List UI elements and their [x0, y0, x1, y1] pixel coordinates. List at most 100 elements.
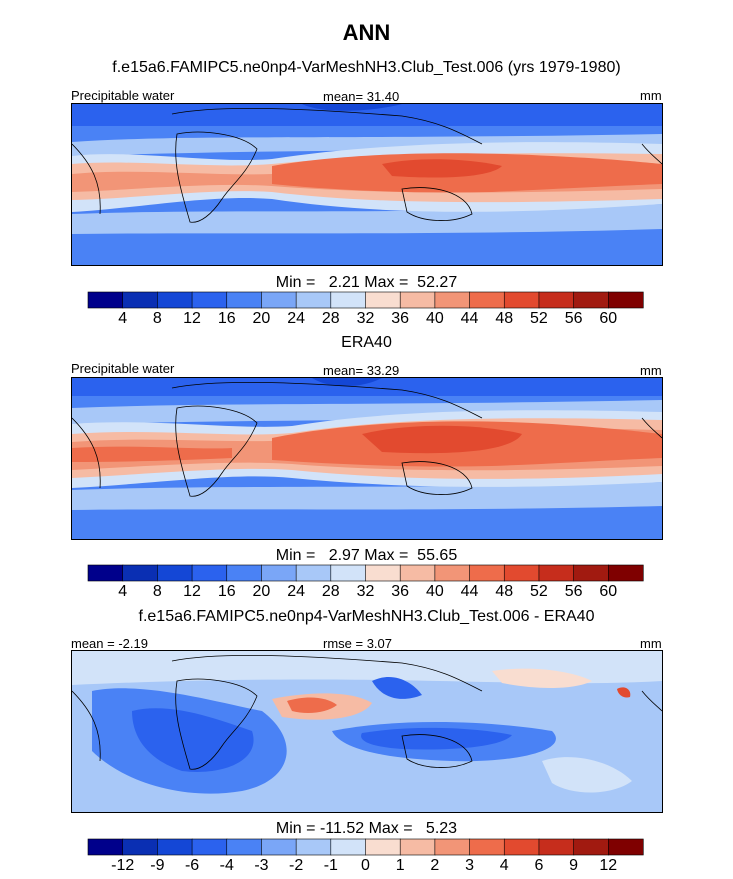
colorbar-segment	[469, 291, 505, 309]
colorbar-segment	[365, 291, 401, 309]
colorbar-tick-label: 32	[357, 310, 375, 327]
colorbar-segment	[87, 564, 124, 582]
colorbar-segment	[330, 838, 367, 856]
panel1-left-label: Precipitable water	[71, 88, 175, 103]
colorbar-tick-label: 52	[530, 310, 548, 327]
colorbar-tick-label: 4	[500, 857, 509, 874]
colorbar-tick-label: 16	[218, 310, 236, 327]
colorbar-tick-label: 48	[495, 310, 513, 327]
panel2-left-label: Precipitable water	[71, 361, 175, 376]
colorbar-tick-label: 36	[391, 583, 409, 600]
colorbar-segment	[538, 564, 575, 582]
colorbar-tick-label: -9	[150, 857, 164, 874]
colorbar-segment	[226, 838, 263, 856]
colorbar-tick-label: 16	[218, 583, 236, 600]
colorbar-tick-label: 12	[183, 310, 201, 327]
colorbar-tick-label: 28	[322, 583, 340, 600]
colorbar-segment	[87, 291, 124, 309]
colorbar-segment	[469, 564, 505, 582]
colorbar-tick-label: 52	[530, 583, 548, 600]
colorbar-segment	[330, 291, 367, 309]
colorbar-segment	[399, 838, 436, 856]
panel3-minmax: Min = -11.52 Max = 5.23	[275, 820, 458, 837]
colorbar-tick-label: 20	[253, 583, 271, 600]
colorbar-tick-label: -3	[254, 857, 268, 874]
panel3-units-label: mm	[640, 636, 662, 651]
colorbar-tick-label: 2	[430, 857, 439, 874]
colorbar-segment	[538, 291, 575, 309]
colorbar-segment	[503, 564, 540, 582]
colorbar-segment	[122, 291, 158, 309]
colorbar-segment	[87, 838, 124, 856]
colorbar-segment	[261, 291, 297, 309]
panel3-map	[71, 650, 663, 813]
panel1-units-label: mm	[640, 88, 662, 103]
colorbar-tick-label: 24	[287, 310, 305, 327]
colorbar-segment	[608, 838, 644, 856]
colorbar-tick-label: 3	[465, 857, 474, 874]
colorbar-tick-label: 8	[153, 583, 162, 600]
colorbar-segment	[399, 291, 436, 309]
colorbar-tick-label: 40	[426, 310, 444, 327]
colorbar-tick-label: -12	[111, 857, 134, 874]
colorbar-segment	[157, 838, 193, 856]
panel3-map-plot	[72, 651, 662, 812]
colorbar-segment	[573, 291, 609, 309]
panel1-map-plot	[72, 104, 662, 265]
colorbar-tick-label: 24	[287, 583, 305, 600]
colorbar-segment	[538, 838, 575, 856]
colorbar-segment	[434, 564, 471, 582]
colorbar-tick-label: 56	[565, 310, 583, 327]
panel2-mean-label: mean= 33.29	[323, 363, 400, 378]
colorbar-segment	[226, 564, 263, 582]
colorbar-tick-label: 44	[461, 583, 479, 600]
panel2-minmax: Min = 2.97 Max = 55.65	[275, 547, 458, 564]
colorbar-tick-label: -4	[220, 857, 234, 874]
colorbar-tick-label: 40	[426, 583, 444, 600]
colorbar-segment	[503, 291, 540, 309]
colorbar-segment	[608, 291, 644, 309]
colorbar-segment	[365, 838, 401, 856]
colorbar-segment	[261, 564, 297, 582]
colorbar-segment	[261, 838, 297, 856]
colorbar-tick-label: 56	[565, 583, 583, 600]
colorbar-tick-label: 9	[569, 857, 578, 874]
colorbar-tick-label: -6	[185, 857, 199, 874]
panel1-map	[71, 103, 663, 266]
main-title: ANN	[342, 20, 391, 45]
colorbar-tick-label: 44	[461, 310, 479, 327]
panel2-colorbar: 4 8 12 16 20 24 28 32 36 40 44 48 52 56 60	[87, 564, 644, 600]
colorbar-tick-label: 36	[391, 310, 409, 327]
panel2-units-label: mm	[640, 363, 662, 378]
colorbar-tick-label: 48	[495, 583, 513, 600]
panel3-colorbar: -12 -9 -6 -4 -3 -2 -1 0 1 2 3 4 6 9 12	[87, 838, 644, 874]
panel1-colorbar: 4 8 12 16 20 24 28 32 36 40 44 48 52 56 60	[87, 291, 644, 327]
colorbar-tick-label: 12	[599, 857, 617, 874]
colorbar-tick-label: 20	[253, 310, 271, 327]
panel3-heading: f.e15a6.FAMIPC5.ne0np4-VarMeshNH3.Club_T…	[138, 608, 595, 625]
colorbar-tick-label: 32	[357, 583, 375, 600]
colorbar-tick-label: 60	[599, 310, 617, 327]
colorbar-tick-label: 28	[322, 310, 340, 327]
colorbar-tick-label: 4	[118, 310, 127, 327]
colorbar-tick-label: 12	[183, 583, 201, 600]
colorbar-segment	[226, 291, 263, 309]
panel1-mean-label: mean= 31.40	[323, 89, 400, 104]
colorbar-tick-label: 6	[534, 857, 543, 874]
colorbar-segment	[191, 838, 228, 856]
panel1-heading: f.e15a6.FAMIPC5.ne0np4-VarMeshNH3.Club_T…	[112, 59, 621, 76]
panel2-map-plot	[72, 378, 662, 539]
colorbar-segment	[608, 564, 644, 582]
colorbar-segment	[503, 838, 540, 856]
colorbar-segment	[122, 564, 158, 582]
colorbar-segment	[157, 564, 193, 582]
colorbar-tick-label: 1	[396, 857, 405, 874]
panel1-minmax: Min = 2.21 Max = 52.27	[275, 274, 458, 291]
colorbar-tick-label: 0	[361, 857, 370, 874]
colorbar-segment	[573, 564, 609, 582]
colorbar-tick-label: 60	[599, 583, 617, 600]
colorbar-tick-label: -1	[324, 857, 338, 874]
colorbar-segment	[191, 291, 228, 309]
colorbar-tick-label: -2	[289, 857, 303, 874]
colorbar-segment	[191, 564, 228, 582]
